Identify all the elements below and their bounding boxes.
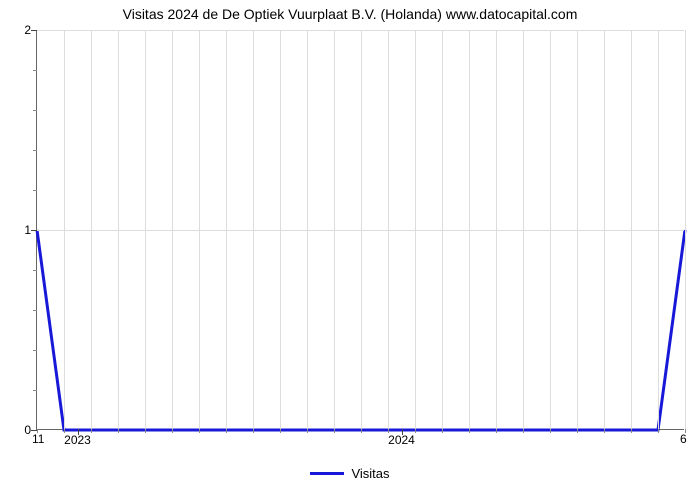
xtick-minor <box>442 429 443 433</box>
ytick-minor <box>33 350 37 351</box>
gridline-vertical <box>334 30 335 429</box>
gridline-vertical <box>307 30 308 429</box>
gridline-vertical <box>91 30 92 429</box>
gridline-vertical <box>631 30 632 429</box>
ytick-mark <box>31 30 37 31</box>
gridline-vertical <box>658 30 659 429</box>
xtick-minor <box>469 429 470 433</box>
gridline-vertical <box>685 30 686 429</box>
legend-label: Visitas <box>351 466 389 481</box>
xtick-minor <box>118 429 119 433</box>
corner-label-left: 11 <box>32 432 44 446</box>
ytick-minor <box>33 390 37 391</box>
gridline-vertical <box>550 30 551 429</box>
corner-label-right: 6 <box>680 432 687 446</box>
xtick-minor <box>226 429 227 433</box>
legend-swatch <box>310 472 344 475</box>
gridline-vertical <box>496 30 497 429</box>
xtick-minor <box>496 429 497 433</box>
plot-area: 01220232024 <box>36 30 684 430</box>
legend: Visitas <box>0 466 700 481</box>
xtick-minor <box>550 429 551 433</box>
gridline-vertical <box>226 30 227 429</box>
gridline-vertical <box>145 30 146 429</box>
ytick-label: 2 <box>24 23 31 37</box>
xtick-minor <box>631 429 632 433</box>
gridline-vertical <box>361 30 362 429</box>
ytick-mark <box>31 230 37 231</box>
gridline-vertical <box>172 30 173 429</box>
ytick-minor <box>33 70 37 71</box>
gridline-vertical <box>199 30 200 429</box>
xtick-minor <box>604 429 605 433</box>
gridline-vertical <box>388 30 389 429</box>
ytick-minor <box>33 270 37 271</box>
gridline-vertical <box>415 30 416 429</box>
xtick-minor <box>145 429 146 433</box>
xtick-minor <box>334 429 335 433</box>
ytick-minor <box>33 110 37 111</box>
xtick-minor <box>253 429 254 433</box>
ytick-minor <box>33 310 37 311</box>
gridline-vertical <box>577 30 578 429</box>
gridline-vertical <box>253 30 254 429</box>
gridline-vertical <box>604 30 605 429</box>
gridline-vertical <box>523 30 524 429</box>
xtick-minor <box>280 429 281 433</box>
xtick-minor <box>361 429 362 433</box>
xtick-label: 2024 <box>388 433 415 447</box>
gridline-vertical <box>469 30 470 429</box>
xtick-minor <box>523 429 524 433</box>
xtick-minor <box>172 429 173 433</box>
gridline-vertical <box>280 30 281 429</box>
xtick-minor <box>199 429 200 433</box>
ytick-minor <box>33 150 37 151</box>
ytick-label: 0 <box>24 423 31 437</box>
xtick-minor <box>577 429 578 433</box>
gridline-vertical <box>118 30 119 429</box>
ytick-label: 1 <box>24 223 31 237</box>
ytick-minor <box>33 190 37 191</box>
gridline-vertical <box>64 30 65 429</box>
xtick-label: 2023 <box>64 433 91 447</box>
xtick-minor <box>658 429 659 433</box>
gridline-vertical <box>442 30 443 429</box>
chart-container: Visitas 2024 de De Optiek Vuurplaat B.V.… <box>0 0 700 500</box>
chart-title: Visitas 2024 de De Optiek Vuurplaat B.V.… <box>0 6 700 22</box>
xtick-minor <box>307 429 308 433</box>
